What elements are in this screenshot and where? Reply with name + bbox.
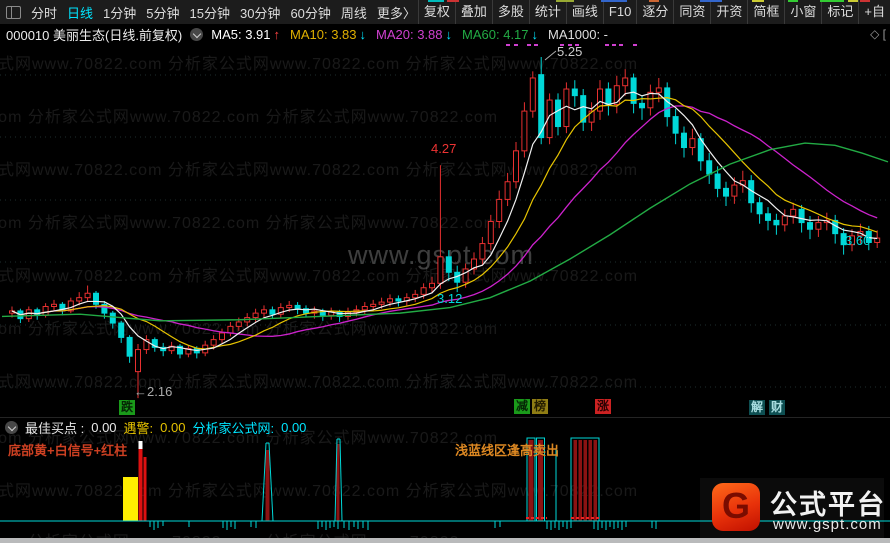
watermark-row: 分析家公式网www.70822.com 分析家公式网www.70822.com … [0, 483, 639, 500]
price-annotation: 3.12 [437, 291, 463, 306]
price-annotation: ←2.16 [134, 384, 173, 399]
menu-tool-13[interactable]: +自 [858, 0, 890, 24]
indicator-header: 最佳买点 : 0.00 遇警: 0.00 分析家公式网: 0.00 [5, 419, 306, 436]
ma-value-2: MA10: 3.83 ↓ [290, 27, 367, 42]
menu-item-9[interactable]: 更多〉 [376, 5, 416, 21]
watermark-row: 分析家公式网www.70822.com 分析家公式网www.70822.com … [0, 56, 639, 73]
menu-tool-3[interactable]: 多股 [491, 0, 529, 24]
top-strip-segment [428, 0, 444, 2]
window-bottom-edge [0, 538, 890, 543]
indicator-alert-value: 0.00 [160, 420, 186, 435]
event-badge-1[interactable]: 跌 [119, 400, 136, 415]
menu-item-1[interactable]: 分时 [31, 5, 58, 21]
price-annotation: 4.27 [431, 141, 457, 156]
menu-item-7[interactable]: 60分钟 [290, 5, 331, 21]
top-strip-segment [820, 0, 844, 2]
stock-title: 000010 美丽生态(日线.前复权) [6, 28, 183, 43]
infobar: 000010 美丽生态(日线.前复权) MA5: 3.91 ↑ MA10: 3.83… [0, 25, 890, 44]
ma-value-1: MA5: 3.91 ↑ [211, 27, 281, 42]
watermark-row: 分析家公式网www.70822.com 分析家公式网www.70822.com … [0, 268, 639, 285]
trend-down-icon: ↓ [531, 27, 539, 42]
menu-tool-6[interactable]: F10 [602, 0, 636, 24]
top-strip-segment [752, 0, 764, 2]
collapse-indicator-icon[interactable] [5, 421, 18, 434]
indicator-alert-label: 遇警: [123, 421, 154, 436]
trend-down-icon: ↓ [445, 27, 453, 42]
pane-divider[interactable] [0, 417, 890, 418]
top-strip-segment [447, 0, 459, 2]
menubar-right: 复权 叠加 多股 统计 画线 F10 逐分 同资 开资 简框 小窗 标记 +自 [417, 0, 890, 24]
top-strip-segment [556, 0, 574, 2]
indicator-title: 最佳买点 : [25, 421, 85, 436]
menu-item-5[interactable]: 15分钟 [189, 5, 230, 21]
ma-value-3: MA20: 3.88 ↓ [376, 27, 453, 42]
menu-tool-4[interactable]: 统计 [528, 0, 566, 24]
menu-tool-8[interactable]: 同资 [673, 0, 710, 24]
menu-tool-10[interactable]: 简框 [747, 0, 784, 24]
indicator-source-label: 分析家公式网: [192, 421, 275, 436]
menu-tool-5[interactable]: 画线 [565, 0, 603, 24]
event-badge-3[interactable]: 榜 [532, 399, 549, 414]
panel-toggle-icon[interactable] [6, 5, 21, 19]
top-strip-segment [601, 0, 627, 2]
menubar-left: 分时 日线 1分钟 5分钟 15分钟 30分钟 60分钟 周线 更多〉 [6, 0, 416, 24]
menu-item-2[interactable]: 日线 [67, 5, 94, 21]
menu-item-8[interactable]: 周线 [340, 5, 367, 21]
menubar: 分时 日线 1分钟 5分钟 15分钟 30分钟 60分钟 周线 更多〉 复权 叠加 多股 统计 画线 F1… [0, 0, 890, 25]
watermark-row: 分析家公式网www.70822.com 分析家公式网www.70822.com … [0, 430, 499, 447]
ma-values: MA5: 3.91 ↑ MA10: 3.83 ↓ MA20: 3.88 ↓ MA60: 4.… [211, 27, 608, 42]
event-badge-4[interactable]: 涨 [595, 399, 612, 414]
menu-tool-12[interactable]: 标记 [821, 0, 858, 24]
menu-item-6[interactable]: 30分钟 [239, 5, 281, 21]
indicator-note-left: 底部黄+白信号+红柱 [8, 443, 128, 458]
top-strip-segment [860, 0, 870, 2]
collapse-chart-icon[interactable] [190, 28, 204, 41]
gspt-logo-icon[interactable]: G [712, 483, 760, 531]
logo-brand-text[interactable]: 公式平台 [770, 490, 886, 520]
menu-tool-9[interactable]: 开资 [710, 0, 747, 24]
trend-up-icon: ↑ [273, 27, 281, 42]
top-strip-segment [848, 0, 858, 2]
price-annotation: 5.25 [557, 44, 583, 59]
menu-tool-1[interactable]: 复权 [417, 0, 455, 24]
top-strip-segment [649, 0, 659, 2]
corner-diamond-icon[interactable]: ◇ [ [870, 27, 886, 41]
top-strip-segment [788, 0, 798, 2]
event-badge-6[interactable]: 财 [769, 400, 786, 415]
watermark-row: 分析家公式网www.70822.com 分析家公式网www.70822.com … [0, 162, 639, 179]
price-annotation: 3.60 [845, 233, 871, 248]
menu-item-3[interactable]: 1分钟 [103, 5, 137, 21]
watermark-row: 分析家公式网www.70822.com 分析家公式网www.70822.com … [0, 109, 499, 126]
menu-item-4[interactable]: 5分钟 [146, 5, 180, 21]
menu-tool-7[interactable]: 逐分 [636, 0, 673, 24]
watermark-row: 分析家公式网www.70822.com 分析家公式网www.70822.com … [0, 374, 639, 391]
watermark-row: 分析家公式网www.70822.com 分析家公式网www.70822.com … [0, 215, 499, 232]
indicator-note-right: 浅蓝线区逢高卖出 [455, 443, 560, 458]
event-badge-5[interactable]: 解 [749, 400, 766, 415]
indicator-title-value: 0.00 [91, 420, 117, 435]
event-badge-2[interactable]: 减 [514, 399, 531, 414]
menu-tool-11[interactable]: 小窗 [784, 0, 821, 24]
menu-tool-2[interactable]: 叠加 [454, 0, 492, 24]
logo-url-text[interactable]: www.gspt.com [773, 516, 882, 533]
indicator-source-value: 0.00 [281, 420, 307, 435]
ma-value-4: MA60: 4.17 ↓ [462, 27, 539, 42]
top-strip-segment [700, 0, 722, 2]
watermark-row: 分析家公式网www.70822.com 分析家公式网www.70822.com … [0, 321, 499, 338]
trend-down-icon: ↓ [359, 27, 367, 42]
ma-value-5: MA1000: - [548, 27, 609, 42]
